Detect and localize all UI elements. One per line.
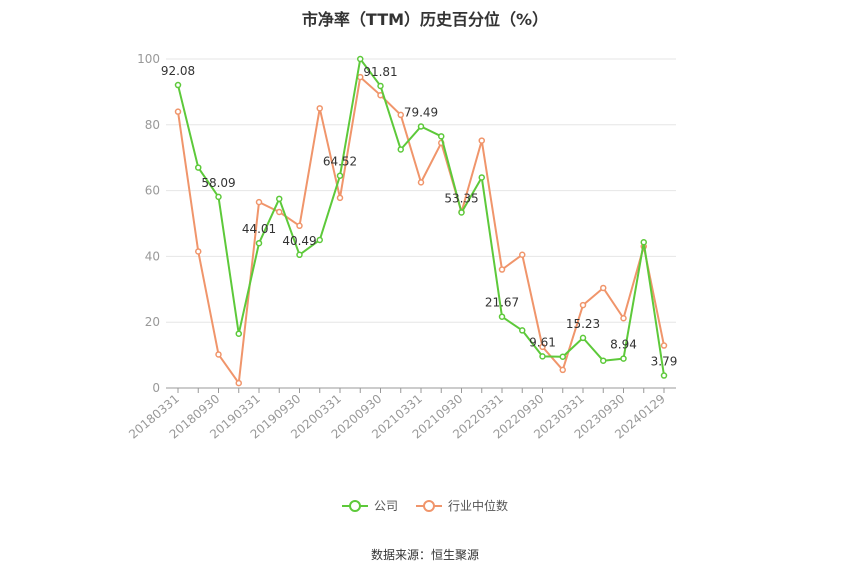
y-tick-label: 100 <box>137 52 160 66</box>
point-company <box>357 55 364 63</box>
y-tick-label: 0 <box>152 381 160 395</box>
line-chart: 0204060801002018033120180930201903312019… <box>126 52 678 442</box>
point-industry <box>296 222 303 230</box>
legend-industry-label: 行业中位数 <box>448 499 509 513</box>
point-company <box>660 372 668 379</box>
point-company <box>235 330 242 337</box>
point-industry <box>579 301 587 309</box>
point-company <box>539 353 546 360</box>
point-industry <box>215 351 222 358</box>
source-note: 数据来源：恒生聚源 <box>370 548 479 562</box>
point-company <box>316 236 323 244</box>
point-company <box>438 133 445 140</box>
point-industry <box>417 179 425 186</box>
legend-company-marker <box>341 499 368 513</box>
legend-item-company[interactable]: 公司 <box>341 497 398 514</box>
point-company <box>397 146 404 153</box>
point-industry <box>620 315 627 322</box>
data-label: 92.08 <box>161 64 195 78</box>
data-label: 44.01 <box>242 222 276 236</box>
legend-item-industry[interactable]: 行业中位数 <box>416 497 508 514</box>
point-industry <box>600 284 607 292</box>
point-company <box>276 195 283 203</box>
point-company <box>498 313 506 320</box>
point-company <box>215 193 222 201</box>
point-industry <box>276 208 283 216</box>
point-company <box>336 172 344 179</box>
point-company <box>174 81 182 89</box>
point-industry <box>336 194 344 202</box>
axes: 0204060801002018033120180930201903312019… <box>126 52 676 442</box>
data-label: 79.49 <box>404 105 438 119</box>
legend-industry-marker <box>416 499 442 513</box>
point-industry <box>316 105 323 112</box>
data-label: 21.67 <box>485 296 519 310</box>
legend-company-label: 公司 <box>373 499 398 513</box>
point-industry <box>195 248 202 255</box>
point-company <box>519 327 526 334</box>
point-industry <box>519 251 526 259</box>
data-label: 64.52 <box>323 155 357 169</box>
point-industry <box>660 342 668 349</box>
point-company <box>579 334 587 342</box>
data-label: 9.61 <box>529 335 556 349</box>
data-label: 15.23 <box>566 317 600 331</box>
point-company <box>640 239 647 246</box>
point-company <box>600 357 607 364</box>
point-industry <box>539 343 546 351</box>
chart-title: 市净率（TTM）历史百分位（%） <box>301 10 549 29</box>
data-label: 91.81 <box>363 65 397 79</box>
point-industry <box>559 366 566 374</box>
y-tick-label: 60 <box>145 184 160 198</box>
data-label: 53.35 <box>444 191 478 205</box>
point-company <box>296 251 303 259</box>
point-company <box>620 355 627 362</box>
point-industry <box>174 108 182 115</box>
point-industry <box>255 198 263 206</box>
data-label: 3.79 <box>651 355 678 369</box>
point-company <box>458 209 465 216</box>
grid-lines <box>166 58 676 323</box>
point-company <box>559 353 566 360</box>
data-label: 40.49 <box>282 234 316 248</box>
y-tick-label: 20 <box>145 315 160 329</box>
point-industry <box>357 73 364 81</box>
point-industry <box>478 137 485 144</box>
point-industry <box>397 111 404 119</box>
data-label: 8.94 <box>610 338 637 352</box>
legend: 公司 行业中位数 <box>0 497 850 514</box>
data-label: 58.09 <box>201 176 235 190</box>
point-company <box>417 123 425 130</box>
point-industry <box>498 266 506 273</box>
point-company <box>195 164 202 171</box>
point-company <box>478 174 485 181</box>
point-company <box>255 239 263 247</box>
point-company <box>377 82 384 90</box>
point-industry <box>235 379 242 387</box>
y-tick-label: 80 <box>145 118 160 132</box>
data-labels: 92.08 58.09 44.01 40.49 64.52 91.81 79.49 53.35… <box>161 64 678 368</box>
series <box>174 55 668 387</box>
y-tick-label: 40 <box>145 249 160 263</box>
